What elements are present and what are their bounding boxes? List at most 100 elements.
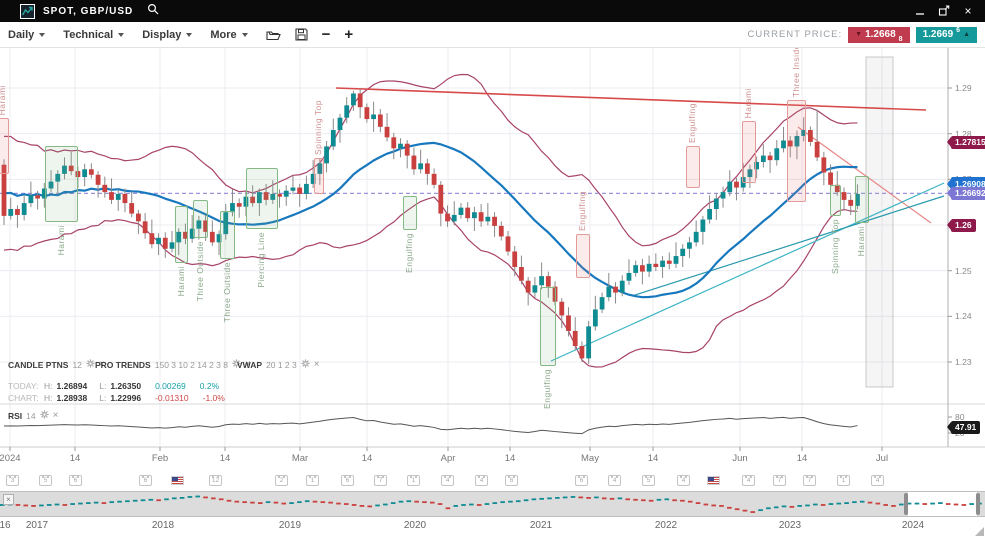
calendar-event-icon[interactable]: 6 [139,475,152,486]
remove-study-icon[interactable]: × [52,409,59,421]
more-menu[interactable]: More [210,29,248,41]
calendar-event-icon[interactable]: 1 [306,475,319,486]
calendar-event-icon[interactable]: 6 [505,475,518,486]
calendar-event-icon[interactable]: 7 [803,475,816,486]
resize-grip[interactable] [975,527,984,536]
x-axis-label: 14 [361,453,373,464]
chart-toolbar: Daily Technical Display More − + CURRENT… [0,22,985,48]
pattern-label: Three Outside [194,241,205,302]
timeline-brush-left-handle[interactable] [904,493,908,515]
pattern-box-engulfing [576,234,590,278]
pattern-label: Harami [55,225,66,256]
x-axis-label: Jul [875,453,889,464]
timeline-year-label: 2023 [778,520,802,531]
calendar-event-icon[interactable]: 1 [837,475,850,486]
close-window-icon[interactable]: × [964,4,972,18]
symbol-title: SPOT, GBP/USD [43,5,134,17]
calendar-event-icon[interactable]: 4 [475,475,488,486]
current-price-label: CURRENT PRICE: [747,29,843,40]
sell-price-button[interactable]: ▼ 1.2668 8 [848,26,910,43]
display-menu[interactable]: Display [142,29,193,41]
minimize-button[interactable] [913,4,927,18]
periodicity-menu[interactable]: Daily [8,29,46,41]
timeline-panel[interactable] [0,491,985,517]
badge-pointer [947,178,951,189]
calendar-event-icon[interactable]: 6 [69,475,82,486]
x-axis-label: 14 [647,453,659,464]
price-tick-label: 1.28 [955,128,972,139]
calendar-event-icon[interactable]: 5 [642,475,655,486]
price-tick-label: 1.24 [955,311,972,322]
gear-icon[interactable] [40,410,49,421]
us-flag-event-icon[interactable] [707,476,720,485]
pattern-label: Spinning Top [313,100,323,155]
price-badge: 1.26908 [947,177,985,191]
timeline-close-icon[interactable]: × [3,494,14,505]
save-icon[interactable] [295,28,308,41]
technical-menu[interactable]: Technical [63,29,125,41]
timeline-year-label: 2017 [25,520,49,531]
open-folder-icon[interactable] [266,29,281,41]
buy-price-button[interactable]: 1.2669 6 ▲ [915,26,977,43]
calendar-event-icon[interactable]: 6 [575,475,588,486]
calendar-event-icon[interactable]: 1 [407,475,420,486]
price-badge: 1.26 [947,218,976,232]
timeline-year-label: 2020 [403,520,427,531]
pattern-box-piercing-line [246,168,278,229]
x-axis-label: May [581,453,599,464]
calendar-event-icon[interactable]: 4 [871,475,884,486]
zoom-in-button[interactable]: + [344,26,354,43]
pattern-label: Engulfing [404,233,414,273]
legend-pro-trends: PRO TRENDS 150 3 10 2 14 2 3 8 × [95,358,251,370]
pattern-label: Three Outside [221,262,232,323]
x-axis-label: 14 [219,453,231,464]
remove-study-icon[interactable]: × [313,358,320,370]
x-axis-label: Feb [151,453,169,464]
calendar-event-icon[interactable]: 2 [275,475,288,486]
chevron-down-icon [241,32,248,37]
pattern-box-three-outside [193,200,208,238]
calendar-event-icon[interactable]: 3 [6,475,19,486]
pattern-box-three-outside [220,211,235,259]
timeline-year-label: 2022 [654,520,678,531]
calendar-event-icon[interactable]: 7 [773,475,786,486]
popout-button[interactable] [937,4,951,18]
calendar-event-icon[interactable]: 5 [39,475,52,486]
chart-change-pct: -1.0% [202,393,225,403]
calendar-event-icon[interactable]: 4 [742,475,755,486]
timeline-selection-window[interactable] [908,492,977,516]
badge-pointer [947,422,951,432]
search-icon[interactable] [147,2,159,20]
price-tick-label: 1.29 [955,83,972,93]
timeline-brush-right-handle[interactable] [976,493,980,515]
timeline-year-label: 2021 [529,520,553,531]
pattern-label: Piercing Line [256,232,266,288]
pattern-box-spinning-top [314,158,324,194]
arrow-down-icon: ▼ [855,31,863,38]
gear-icon[interactable] [301,359,310,370]
calendar-event-icon[interactable]: 6 [341,475,354,486]
pattern-label: Harami [856,226,866,257]
pattern-box-harami [45,146,78,222]
gear-icon[interactable] [86,359,95,370]
title-bar: SPOT, GBP/USD × [0,0,985,22]
legend-candle-patterns: CANDLE PTNS 12 × [8,358,105,370]
calendar-event-icon[interactable]: 4 [677,475,690,486]
price-tick-label: 1.25 [955,265,972,276]
zoom-out-button[interactable]: − [321,26,331,43]
us-flag-event-icon[interactable] [171,476,184,485]
calendar-event-icon[interactable]: 7 [374,475,387,486]
today-stats-row: TODAY: H: 1.26894 L: 1.26350 0.00269 0.2% [8,381,220,391]
calendar-event-icon[interactable]: 4 [608,475,621,486]
pattern-label: Harami [743,87,753,118]
x-axis-label: 14 [69,453,81,464]
calendar-event-icon[interactable]: 12 [209,475,222,486]
pattern-label: Spinning Top [829,219,840,274]
pattern-label: Engulfing [687,103,697,143]
pattern-box-spinning-top [830,185,841,216]
today-change: 0.00269 [155,381,186,391]
timeline-year-label: 2024 [901,520,925,531]
x-axis-label: Jun [732,453,748,464]
calendar-event-icon[interactable]: 4 [441,475,454,486]
